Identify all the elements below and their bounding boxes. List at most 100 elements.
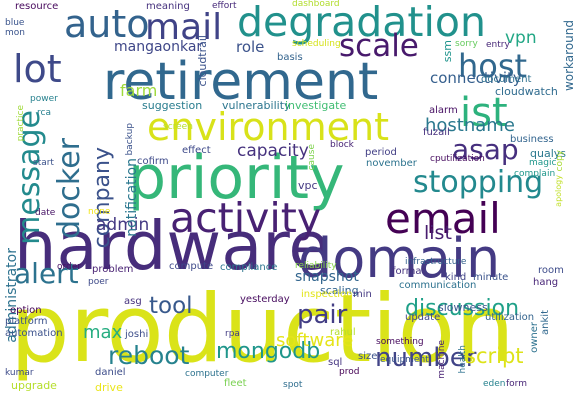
word-infrastructure: infrastructure [405, 257, 467, 267]
word-vulnerability: vulnerability [222, 99, 291, 112]
word-compliance: compliance [220, 262, 278, 273]
word-something: something [376, 337, 424, 347]
word-november: november [366, 158, 417, 169]
word-sql: sql [328, 357, 343, 368]
word-vpc: vpc [298, 179, 318, 192]
word-workaround: workaround [562, 20, 576, 92]
word-machine: machine [437, 340, 447, 379]
word-backup: backup [125, 123, 135, 156]
word-mangaonkar: mangaonkar [114, 39, 203, 55]
word-asg: asg [124, 296, 142, 307]
word-utilization: utilization [485, 312, 535, 323]
word-communication: communication [399, 280, 477, 291]
word-docker: docker [52, 138, 87, 239]
word-hardware: hardware [14, 207, 330, 285]
word-tool: tool [149, 293, 193, 319]
word-compute: compute [169, 261, 214, 272]
word-sorry: sorry [455, 39, 478, 49]
word-copy: copy [555, 150, 565, 172]
word-degradation: degradation [237, 0, 486, 46]
word-discussion: discussion [405, 296, 520, 321]
word-mongodb: mongodb [216, 339, 321, 364]
word-eden: eden [483, 379, 506, 389]
word-start: start [33, 158, 54, 168]
word-magic: magic [529, 158, 557, 168]
word-mon: mon [5, 28, 25, 38]
word-room: room [538, 265, 564, 276]
word-production: production [10, 275, 515, 384]
word-platform: platform [5, 316, 48, 327]
word-role: role [236, 38, 265, 56]
word-mail: mail [145, 7, 223, 48]
word-resource: resource [15, 1, 59, 12]
word-effort: effort [212, 1, 237, 11]
word-automation: automation [5, 328, 63, 339]
word-investigate: investigate [285, 99, 347, 112]
word-poer: poer [88, 277, 109, 287]
word-rca: rca [37, 108, 51, 118]
word-script: script [465, 344, 524, 368]
word-rahul: rahul [330, 327, 356, 338]
word-alarm: alarm [429, 105, 458, 116]
word-scheduling: scheduling [292, 39, 341, 49]
word-form: form [506, 379, 527, 389]
word-complain: complain [514, 169, 556, 179]
word-fleet: fleet [224, 378, 247, 389]
word-business: business [510, 134, 554, 145]
word-daniel: daniel [95, 367, 126, 378]
word-spot: spot [283, 380, 303, 390]
word-equipment: equipment [380, 355, 429, 365]
word-computer: computer [185, 369, 229, 379]
word-document: document [481, 74, 532, 85]
word-kind: kind [445, 272, 467, 283]
word-reliability: reliability [295, 261, 337, 271]
word-ssm: ssm [441, 40, 454, 63]
word-hostname: hostname [425, 115, 515, 136]
word-ist: ist [460, 90, 508, 136]
word-min: min [353, 289, 372, 300]
word-stopping: stopping [413, 165, 544, 200]
word-alert: alert [14, 257, 79, 290]
word-effect: effect [182, 145, 211, 156]
word-apology: apology [554, 175, 563, 207]
word-update: update [405, 312, 441, 323]
word-order: order [57, 262, 81, 272]
word-health: health [458, 345, 468, 374]
word-scale: scale [339, 28, 419, 64]
word-cloudtrail: cloudtrail [196, 35, 209, 87]
word-notification: notification [124, 158, 140, 237]
word-email: email [385, 194, 501, 243]
word-format: format [392, 266, 426, 277]
word-number: number [375, 343, 477, 373]
word-date: date [35, 208, 56, 218]
word-problem: problem [92, 264, 134, 275]
word-farm: farm [120, 81, 158, 100]
word-joshi: joshi [125, 329, 149, 340]
word-power: power [30, 94, 58, 104]
word-option: option [10, 305, 42, 316]
word-upgrade: upgrade [11, 379, 57, 392]
word-blue: blue [5, 18, 25, 28]
word-inspection: inspection [301, 289, 353, 300]
word-domain: domain [298, 227, 501, 290]
word-suggestion: suggestion [142, 99, 203, 112]
word-reboot: reboot [108, 341, 190, 370]
word-retirement: retirement [103, 52, 379, 112]
word-auto: auto [64, 2, 150, 46]
word-host: host [458, 47, 528, 85]
word-meaning: meaning [146, 1, 190, 12]
word-ankit: ankit [540, 310, 551, 335]
word-yesterday: yesterday [240, 294, 290, 305]
word-qualys: qualys [530, 147, 566, 160]
word-max: max [83, 322, 123, 343]
word-practice: practice [16, 105, 26, 142]
word-period: period [365, 147, 397, 158]
word-basis: basis [277, 52, 303, 63]
word-asap: asap [452, 133, 519, 166]
word-cloudwatch: cloudwatch [495, 85, 558, 98]
word-priority: priority [128, 143, 345, 213]
word-cause: cause [307, 144, 317, 171]
word-connectivity: connectivity [430, 69, 522, 87]
word-scaling: scaling [320, 284, 359, 297]
